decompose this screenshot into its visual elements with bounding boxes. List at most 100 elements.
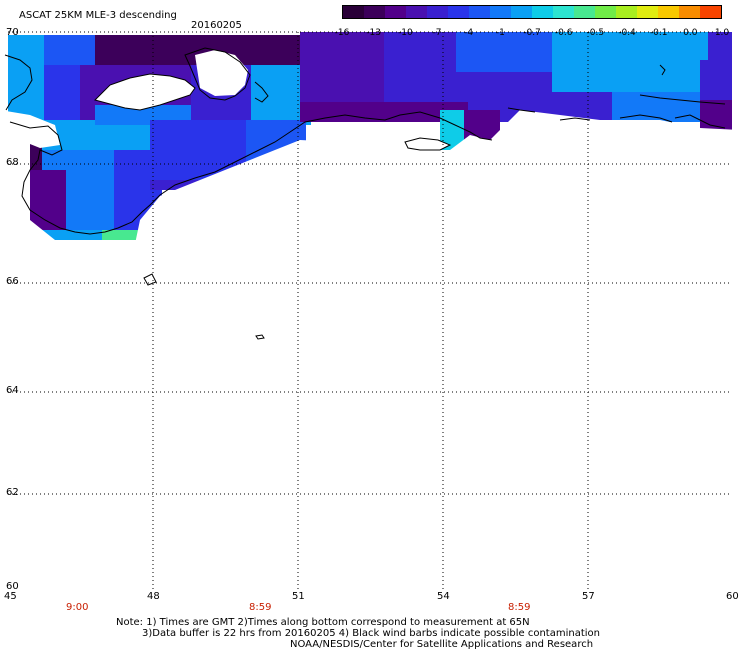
- swath-cell: [68, 95, 80, 105]
- swath-cell: [612, 42, 624, 52]
- colorbar-tick-label: -0.7: [523, 28, 541, 38]
- swath-cell: [138, 130, 150, 140]
- swath-cell: [126, 160, 138, 170]
- swath-cell: [336, 72, 348, 82]
- swath-cell: [588, 42, 600, 52]
- lon-label-45: 45: [4, 591, 17, 602]
- swath-cell: [600, 62, 612, 72]
- swath-cell: [66, 190, 78, 200]
- swath-cell: [600, 92, 612, 102]
- swath-cell: [720, 42, 732, 52]
- swath-cell: [90, 140, 102, 150]
- swath-cell: [324, 82, 336, 92]
- swath-cell: [78, 230, 90, 240]
- swath-cell: [432, 72, 444, 82]
- swath-cell: [263, 95, 275, 105]
- swath-cell: [576, 82, 588, 92]
- swath-cell: [56, 55, 68, 65]
- swath-cell: [234, 140, 246, 150]
- swath-cell: [102, 180, 114, 190]
- swath-cell: [724, 120, 736, 130]
- swath-cell: [78, 160, 90, 170]
- swath-cell: [179, 65, 191, 75]
- swath-cell: [107, 65, 119, 75]
- swath-cell: [30, 190, 42, 200]
- swath-cell: [275, 45, 287, 55]
- swath-cell: [456, 32, 468, 42]
- swath-cell: [564, 72, 576, 82]
- swath-cell: [452, 120, 464, 130]
- swath-cell: [324, 52, 336, 62]
- swath-cell: [56, 65, 68, 75]
- swath-cell: [56, 95, 68, 105]
- swath-cell: [138, 210, 150, 220]
- swath-cell: [138, 160, 150, 170]
- swath-cell: [246, 150, 258, 160]
- swath-cell: [348, 92, 360, 102]
- swath-cell: [336, 112, 348, 122]
- lon-label-48: 48: [147, 591, 160, 602]
- swath-cell: [131, 55, 143, 65]
- swath-cell: [191, 65, 203, 75]
- swath-cell: [468, 32, 480, 42]
- swath-cell: [32, 75, 44, 85]
- land-mask: [405, 138, 450, 150]
- swath-cell: [42, 150, 54, 160]
- swath-cell: [56, 105, 68, 115]
- swath-cell: [251, 55, 263, 65]
- swath-cell: [672, 52, 684, 62]
- swath-cell: [143, 105, 155, 115]
- swath-cell: [287, 55, 299, 65]
- swath-cell: [712, 60, 724, 70]
- swath-cell: [138, 170, 150, 180]
- colorbar-tick-label: 1.0: [714, 28, 730, 38]
- swath-cell: [384, 72, 396, 82]
- swath-cell: [540, 62, 552, 72]
- swath-cell: [444, 62, 456, 72]
- colorbar-segment: [616, 6, 637, 18]
- swath-cell: [227, 95, 239, 105]
- swath-cell: [20, 35, 32, 45]
- swath-cell: [222, 120, 234, 130]
- swath-cell: [246, 130, 258, 140]
- swath-cell: [396, 72, 408, 82]
- swath-cell: [80, 45, 92, 55]
- swath-cell: [660, 102, 672, 112]
- swath-cell: [203, 95, 215, 105]
- swath-cell: [95, 75, 107, 85]
- swath-cell: [126, 180, 138, 190]
- swath-cell: [612, 92, 624, 102]
- swath-cell: [672, 92, 684, 102]
- swath-cell: [324, 62, 336, 72]
- swath-cell: [78, 170, 90, 180]
- swath-cell: [420, 102, 432, 112]
- swath-cell: [492, 102, 504, 112]
- swath-cell: [720, 52, 732, 62]
- swath-cell: [263, 45, 275, 55]
- swath-cell: [300, 32, 312, 42]
- swath-cell: [275, 75, 287, 85]
- land-mask: [0, 32, 8, 150]
- swath-cell: [516, 62, 528, 72]
- swath-cell: [90, 130, 102, 140]
- swath-cell: [468, 42, 480, 52]
- swath-cell: [239, 35, 251, 45]
- swath-cell: [191, 35, 203, 45]
- swath-cell: [251, 105, 263, 115]
- swath-cell: [258, 140, 270, 150]
- swath-cell: [54, 160, 66, 170]
- swath-cell: [162, 160, 174, 170]
- swath-cell: [468, 92, 480, 102]
- land-mask: [95, 74, 195, 110]
- swath-cell: [54, 190, 66, 200]
- swath-cell: [696, 32, 708, 42]
- swath-cell: [198, 140, 210, 150]
- swath-cell: [516, 32, 528, 42]
- swath-cell: [480, 82, 492, 92]
- swath-cell: [540, 52, 552, 62]
- swath-cell: [66, 140, 78, 150]
- swath-cell: [432, 62, 444, 72]
- swath-cell: [324, 32, 336, 42]
- swath-cell: [372, 112, 384, 122]
